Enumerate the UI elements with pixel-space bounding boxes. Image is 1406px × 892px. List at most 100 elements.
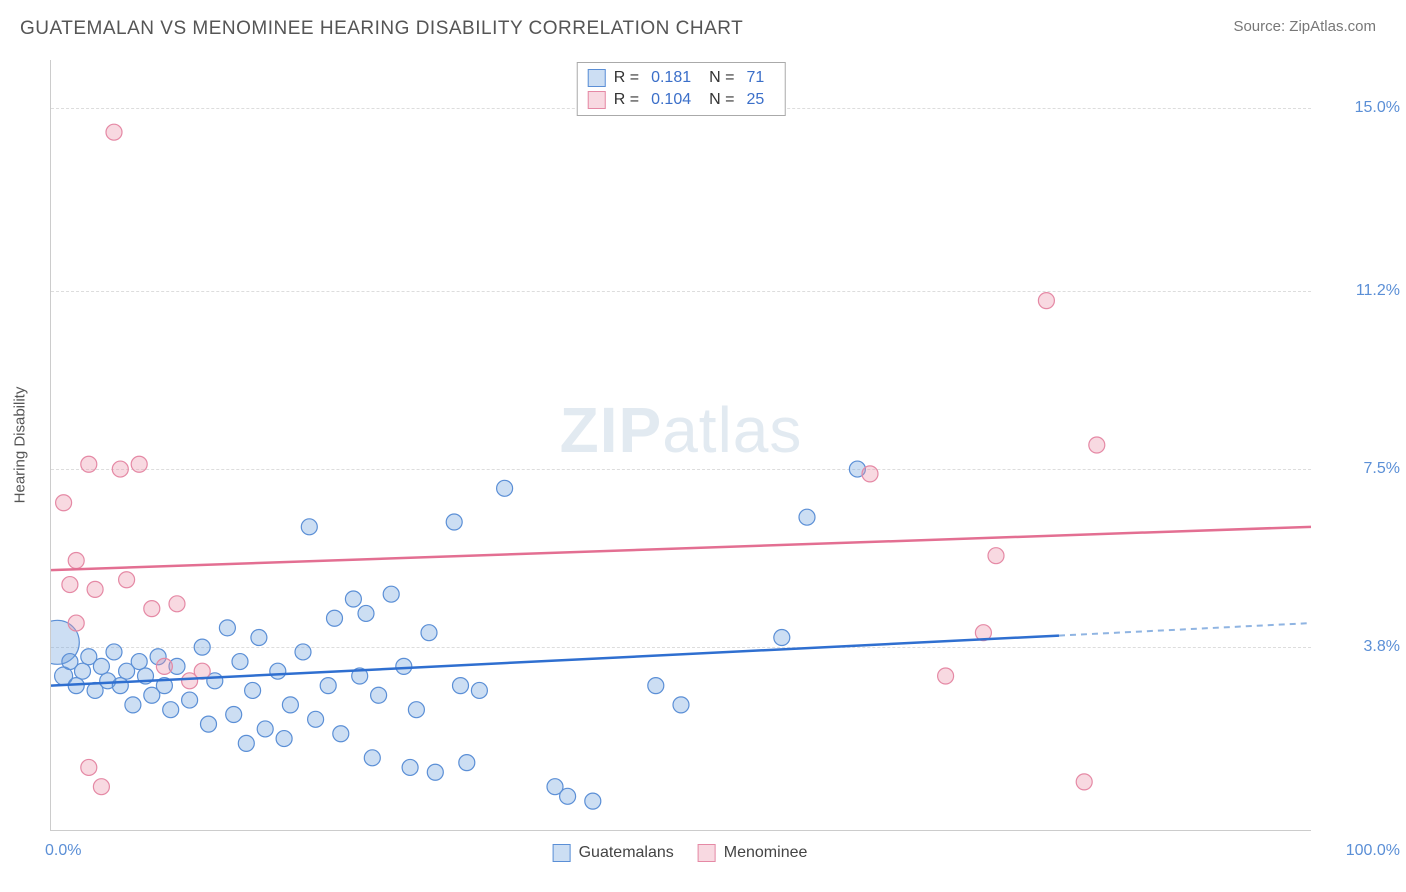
scatter-point-guatemalans bbox=[282, 697, 298, 713]
scatter-point-guatemalans bbox=[560, 788, 576, 804]
scatter-point-guatemalans bbox=[383, 586, 399, 602]
scatter-point-guatemalans bbox=[245, 682, 261, 698]
scatter-point-guatemalans bbox=[371, 687, 387, 703]
scatter-point-menominee bbox=[68, 553, 84, 569]
scatter-point-guatemalans bbox=[106, 644, 122, 660]
legend-n-value: 71 bbox=[746, 69, 764, 87]
scatter-point-guatemalans bbox=[125, 697, 141, 713]
scatter-point-menominee bbox=[131, 456, 147, 472]
scatter-point-guatemalans bbox=[364, 750, 380, 766]
y-tick-label: 7.5% bbox=[1320, 460, 1400, 478]
x-tick-label: 0.0% bbox=[45, 842, 81, 860]
legend-swatch-icon bbox=[698, 844, 716, 862]
scatter-point-guatemalans bbox=[201, 716, 217, 732]
scatter-point-menominee bbox=[169, 596, 185, 612]
scatter-point-guatemalans bbox=[497, 480, 513, 496]
x-tick-label: 100.0% bbox=[1320, 842, 1400, 860]
scatter-point-guatemalans bbox=[471, 682, 487, 698]
legend-stats: R = 0.181 N = 71 R = 0.104 N = 25 bbox=[577, 62, 786, 116]
scatter-point-guatemalans bbox=[257, 721, 273, 737]
legend-series-label: Menominee bbox=[724, 844, 808, 862]
scatter-point-guatemalans bbox=[327, 610, 343, 626]
scatter-point-guatemalans bbox=[320, 678, 336, 694]
legend-r-value: 0.181 bbox=[651, 69, 691, 87]
scatter-svg bbox=[51, 60, 1311, 830]
y-tick-label: 11.2% bbox=[1320, 282, 1400, 300]
legend-r-label: R = bbox=[614, 91, 639, 109]
scatter-point-guatemalans bbox=[408, 702, 424, 718]
scatter-point-menominee bbox=[106, 124, 122, 140]
legend-swatch-icon bbox=[588, 69, 606, 87]
scatter-point-guatemalans bbox=[402, 759, 418, 775]
scatter-point-guatemalans bbox=[131, 654, 147, 670]
y-axis-title: Hearing Disability bbox=[12, 387, 29, 504]
scatter-point-guatemalans bbox=[421, 625, 437, 641]
y-tick-label: 3.8% bbox=[1320, 638, 1400, 656]
scatter-point-guatemalans bbox=[396, 658, 412, 674]
scatter-point-menominee bbox=[112, 461, 128, 477]
scatter-point-menominee bbox=[119, 572, 135, 588]
legend-stat-row: R = 0.104 N = 25 bbox=[588, 89, 775, 111]
scatter-point-guatemalans bbox=[270, 663, 286, 679]
plot-box: ZIPatlas R =0.181N =71R =0.104N =25 bbox=[50, 60, 1311, 831]
scatter-point-menominee bbox=[144, 601, 160, 617]
scatter-point-menominee bbox=[81, 759, 97, 775]
scatter-point-menominee bbox=[87, 581, 103, 597]
scatter-point-guatemalans bbox=[673, 697, 689, 713]
scatter-point-menominee bbox=[1076, 774, 1092, 790]
scatter-point-guatemalans bbox=[251, 630, 267, 646]
scatter-point-guatemalans bbox=[163, 702, 179, 718]
scatter-point-guatemalans bbox=[446, 514, 462, 530]
scatter-point-guatemalans bbox=[93, 658, 109, 674]
scatter-point-menominee bbox=[56, 495, 72, 511]
legend-stat-row: R = 0.181 N = 71 bbox=[588, 67, 775, 89]
scatter-point-guatemalans bbox=[301, 519, 317, 535]
scatter-point-menominee bbox=[862, 466, 878, 482]
source-label: Source: ZipAtlas.com bbox=[1233, 18, 1376, 35]
scatter-point-guatemalans bbox=[295, 644, 311, 660]
chart-title: GUATEMALAN VS MENOMINEE HEARING DISABILI… bbox=[20, 18, 743, 40]
scatter-point-menominee bbox=[938, 668, 954, 684]
scatter-point-guatemalans bbox=[585, 793, 601, 809]
legend-series-item: Guatemalans bbox=[553, 844, 674, 862]
y-tick-label: 15.0% bbox=[1320, 99, 1400, 117]
trend-line-menominee bbox=[51, 527, 1311, 570]
legend-series: Guatemalans Menominee bbox=[553, 844, 808, 862]
scatter-point-menominee bbox=[988, 548, 1004, 564]
scatter-point-menominee bbox=[93, 779, 109, 795]
scatter-point-guatemalans bbox=[648, 678, 664, 694]
scatter-point-guatemalans bbox=[358, 605, 374, 621]
plot-area: ZIPatlas R =0.181N =71R =0.104N =25 Hear… bbox=[50, 60, 1310, 830]
scatter-point-guatemalans bbox=[799, 509, 815, 525]
legend-n-label: N = bbox=[709, 91, 734, 109]
scatter-point-menominee bbox=[68, 615, 84, 631]
scatter-point-menominee bbox=[62, 577, 78, 593]
scatter-point-guatemalans bbox=[308, 711, 324, 727]
scatter-point-guatemalans bbox=[238, 735, 254, 751]
scatter-point-guatemalans bbox=[226, 707, 242, 723]
legend-n-label: N = bbox=[709, 69, 734, 87]
legend-swatch-icon bbox=[553, 844, 571, 862]
scatter-point-guatemalans bbox=[774, 630, 790, 646]
legend-swatch-icon bbox=[588, 91, 606, 109]
scatter-point-menominee bbox=[81, 456, 97, 472]
scatter-point-menominee bbox=[156, 658, 172, 674]
scatter-point-guatemalans bbox=[459, 755, 475, 771]
scatter-point-guatemalans bbox=[276, 731, 292, 747]
legend-series-label: Guatemalans bbox=[579, 844, 674, 862]
scatter-point-guatemalans bbox=[232, 654, 248, 670]
legend-n-value: 25 bbox=[746, 91, 764, 109]
scatter-point-menominee bbox=[1038, 293, 1054, 309]
trend-line-guatemalans-dashed bbox=[1059, 623, 1311, 636]
scatter-point-guatemalans bbox=[453, 678, 469, 694]
scatter-point-guatemalans bbox=[182, 692, 198, 708]
scatter-point-guatemalans bbox=[75, 663, 91, 679]
scatter-point-guatemalans bbox=[194, 639, 210, 655]
legend-r-label: R = bbox=[614, 69, 639, 87]
legend-series-item: Menominee bbox=[698, 844, 808, 862]
scatter-point-guatemalans bbox=[112, 678, 128, 694]
scatter-point-guatemalans bbox=[219, 620, 235, 636]
scatter-point-guatemalans bbox=[333, 726, 349, 742]
scatter-point-guatemalans bbox=[427, 764, 443, 780]
legend-r-value: 0.104 bbox=[651, 91, 691, 109]
